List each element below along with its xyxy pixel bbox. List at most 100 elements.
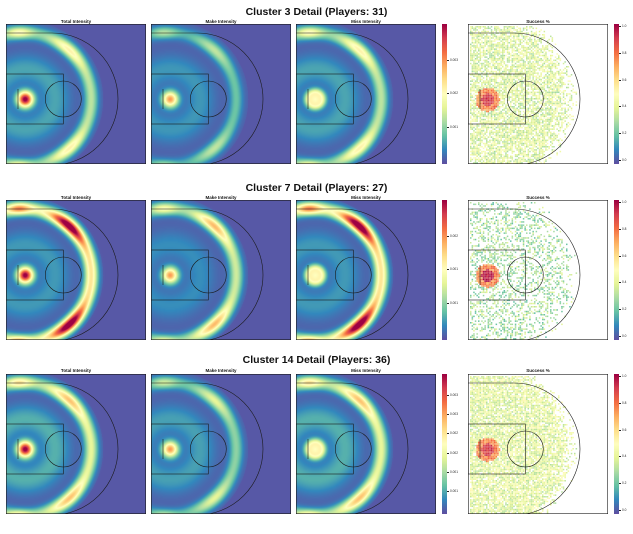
court-border: [296, 374, 436, 514]
intensity-colorbar-gradient: [442, 24, 447, 164]
three-point-line: [296, 208, 409, 340]
panel-title-miss-intensity: Miss Intensity: [351, 368, 381, 373]
success-colorbar-tick-label: 1.0: [622, 24, 627, 28]
success-colorbar-tick-mark: [619, 336, 621, 337]
heatmap-miss-intensity: [296, 200, 436, 340]
heatmap-total-intensity: [6, 374, 146, 514]
paint-box: [6, 249, 64, 301]
success-colorbar-tick-label: 0.0: [622, 508, 627, 512]
three-point-line: [296, 32, 409, 164]
free-throw-circle: [334, 80, 372, 118]
success-colorbar-tick-mark: [619, 202, 621, 203]
success-colorbar-tick-mark: [619, 26, 621, 27]
three-point-line: [151, 208, 264, 340]
paint-box: [468, 423, 526, 475]
free-throw-circle: [506, 80, 544, 118]
intensity-colorbar-tick-mark: [447, 395, 449, 397]
intensity-colorbar-tick-label: 0.001: [450, 488, 458, 493]
heatmap-total-intensity: [6, 24, 146, 164]
heatmap-panel-total-intensity: [6, 24, 146, 164]
success-colorbar-tick-label: 0.8: [622, 400, 627, 405]
success-colorbar-tick-label: 0.2: [622, 131, 627, 136]
heatmap-success-pct: [468, 374, 608, 514]
success-colorbar-tick-label: 0.2: [622, 481, 627, 486]
heatmap-total-intensity: [6, 200, 146, 340]
intensity-colorbar-tick-mark: [447, 235, 449, 237]
success-colorbar-tick-mark: [619, 79, 621, 81]
court-border: [468, 200, 608, 340]
intensity-colorbar-tick-mark: [447, 59, 449, 61]
three-point-line: [468, 208, 581, 340]
success-colorbar-gradient: [614, 200, 619, 340]
heatmap-miss-intensity: [296, 24, 436, 164]
three-point-line: [6, 32, 119, 164]
free-throw-circle: [189, 256, 227, 294]
success-colorbar-tick-label: 0.0: [622, 158, 627, 162]
panel-title-total-intensity: Total Intensity: [60, 19, 92, 24]
three-point-line: [468, 382, 581, 514]
intensity-colorbar-tick-label: 0.002: [450, 431, 458, 436]
success-colorbar-tick-label: 0.8: [622, 50, 627, 55]
success-colorbar-tick-mark: [619, 510, 621, 511]
three-point-line: [6, 208, 119, 340]
success-colorbar-tick-label: 0.4: [622, 280, 627, 285]
court-lines: [151, 24, 291, 164]
success-colorbar-tick-mark: [619, 282, 621, 284]
free-throw-circle: [506, 256, 544, 294]
intensity-colorbar-tick-mark: [447, 93, 449, 94]
court-border: [6, 24, 146, 164]
intensity-colorbar-tick-label: 0.003: [450, 412, 458, 417]
free-throw-circle: [334, 430, 372, 468]
panel-title-miss-intensity: Miss Intensity: [351, 19, 381, 24]
court-border: [151, 200, 291, 340]
heatmap-make-intensity: [151, 24, 291, 164]
free-throw-circle: [334, 256, 372, 294]
success-colorbar-tick-mark: [619, 133, 621, 135]
success-colorbar-tick-label: 1.0: [622, 374, 627, 378]
intensity-colorbar-tick-mark: [447, 433, 449, 435]
heatmap-panel-miss-intensity: [296, 374, 436, 514]
three-point-line: [296, 382, 409, 514]
panel-title-make-intensity: Make Intensity: [205, 195, 237, 200]
heatmap-miss-intensity: [296, 374, 436, 514]
court-lines: [468, 374, 608, 514]
intensity-colorbar-tick-label: 0.001: [450, 469, 458, 474]
success-colorbar: [614, 374, 619, 514]
court-lines: [6, 200, 146, 340]
court-lines: [468, 24, 608, 164]
success-colorbar-tick-mark: [619, 402, 621, 404]
success-colorbar-gradient: [614, 374, 619, 514]
free-throw-circle: [44, 430, 82, 468]
success-colorbar: [614, 24, 619, 164]
panel-title-make-intensity: Make Intensity: [205, 19, 237, 24]
intensity-colorbar-tick-mark: [447, 414, 449, 416]
three-point-line: [468, 32, 581, 164]
free-throw-circle: [189, 80, 227, 118]
intensity-colorbar-tick-label: 0.001: [450, 300, 458, 305]
intensity-colorbar-tick-label: 0.003: [450, 393, 458, 398]
cluster-title: Cluster 14 Detail (Players: 36): [242, 354, 391, 366]
heatmap-panel-success-pct: [468, 24, 608, 164]
paint-box: [6, 73, 64, 125]
court-lines: [6, 374, 146, 514]
success-colorbar-tick-mark: [619, 228, 621, 230]
free-throw-circle: [44, 256, 82, 294]
panel-title-success-pct: Success %: [526, 195, 550, 200]
paint-box: [6, 423, 64, 475]
success-colorbar-tick-label: 0.6: [622, 77, 627, 82]
panel-title-total-intensity: Total Intensity: [60, 368, 92, 373]
success-colorbar-tick-mark: [619, 429, 621, 431]
success-colorbar-tick-label: 0.6: [622, 253, 627, 258]
intensity-colorbar-tick-mark: [447, 490, 449, 492]
success-colorbar-tick-mark: [619, 160, 621, 161]
success-colorbar: [614, 200, 619, 340]
court-border: [151, 374, 291, 514]
intensity-colorbar-tick-mark: [447, 452, 449, 454]
court-border: [6, 374, 146, 514]
court-border: [296, 200, 436, 340]
heatmap-make-intensity: [151, 200, 291, 340]
heatmap-panel-success-pct: [468, 374, 608, 514]
intensity-colorbar-tick-label: 0.002: [450, 450, 458, 455]
heatmap-make-intensity: [151, 374, 291, 514]
success-colorbar-tick-label: 1.0: [622, 200, 627, 204]
